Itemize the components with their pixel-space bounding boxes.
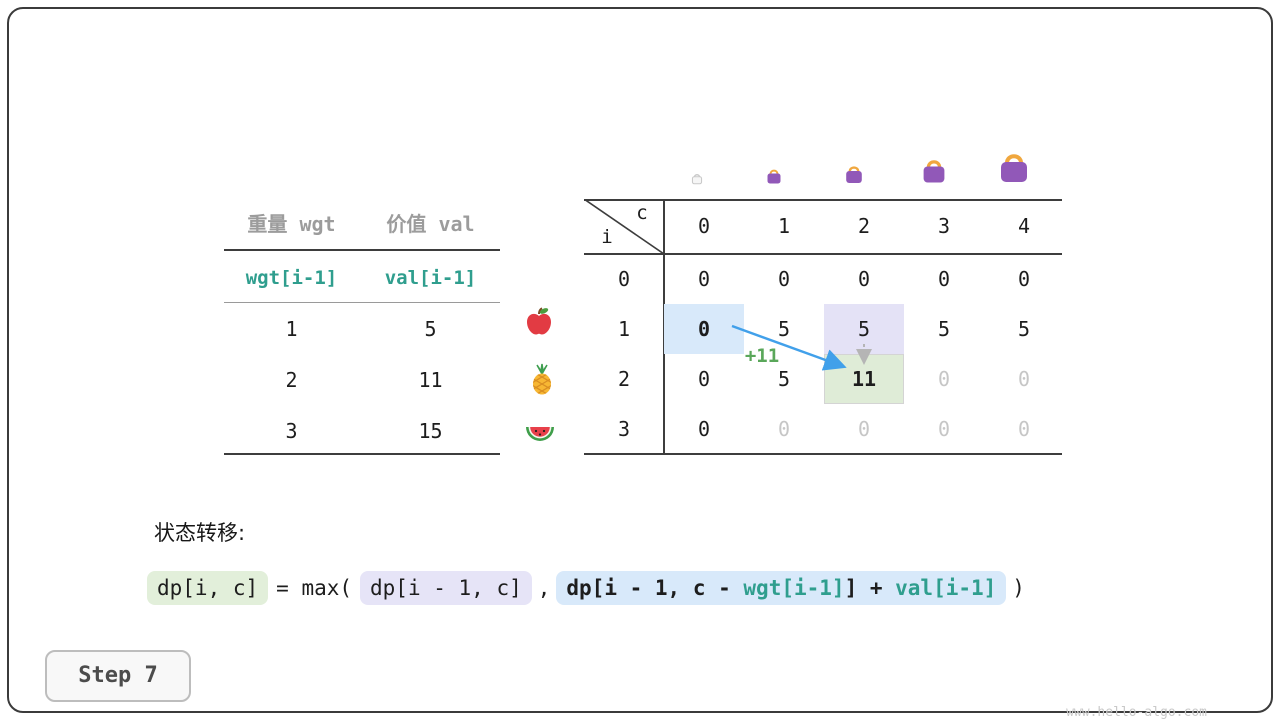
formula-arg2-part: ] + bbox=[844, 576, 896, 600]
item-row-val: 11 bbox=[418, 368, 443, 392]
highlight-source-cell-blue bbox=[664, 304, 744, 354]
dp-cell: 0 bbox=[697, 367, 711, 391]
item-table-divider-middle bbox=[224, 302, 500, 303]
watermelon-icon bbox=[526, 427, 554, 441]
dp-cell-source-lavender: 5 bbox=[857, 317, 871, 341]
dp-table-bottom-line bbox=[584, 453, 1062, 455]
bag-size-4-icon bbox=[1001, 154, 1027, 182]
bag-empty-icon bbox=[691, 174, 703, 185]
item-table-header-val: 价值 val bbox=[386, 212, 475, 236]
figure-frame: 重量 wgt 价值 val wgt[i-1] val[i-1] 1 5 2 11… bbox=[7, 7, 1273, 720]
formula-comma: , bbox=[537, 576, 551, 600]
item-row-wgt: 3 bbox=[285, 419, 298, 443]
item-row-wgt: 2 bbox=[285, 368, 298, 392]
item-table-header-wgt: 重量 wgt bbox=[247, 212, 336, 236]
dp-row-header: 0 bbox=[617, 267, 631, 291]
bag-size-2-icon bbox=[846, 166, 862, 183]
dp-table: c i 0 1 2 3 4 0 1 2 3 0 0 0 0 0 0 5 5 5 … bbox=[584, 199, 1062, 455]
dp-cell: 5 bbox=[777, 367, 791, 391]
dp-cell: 0 bbox=[937, 267, 951, 291]
step-badge: Step 7 bbox=[45, 650, 191, 702]
formula-lhs-chip: dp[i, c] bbox=[147, 571, 269, 605]
dp-table-top-line bbox=[584, 199, 1062, 201]
dp-cell: 5 bbox=[1017, 317, 1031, 341]
bag-size-1-icon bbox=[767, 169, 781, 184]
transition-formula: dp[i, c] = max( dp[i - 1, c] , dp[i - 1,… bbox=[147, 571, 1031, 605]
item-row-wgt: 1 bbox=[285, 317, 298, 341]
dp-row-header: 1 bbox=[617, 317, 631, 341]
apple-icon bbox=[527, 307, 551, 335]
dp-col-header: 0 bbox=[697, 214, 711, 238]
corner-col-var: c bbox=[636, 202, 648, 224]
item-table-formula-wgt: wgt[i-1] bbox=[245, 267, 338, 289]
dp-cell: 0 bbox=[857, 267, 871, 291]
corner-row-var: i bbox=[601, 226, 613, 248]
formula-arg2-wgt: wgt[i-1] bbox=[743, 576, 845, 600]
dp-cell-source-blue: 0 bbox=[697, 317, 711, 341]
pineapple-icon bbox=[533, 363, 551, 395]
formula-arg2-val: val[i-1] bbox=[895, 576, 997, 600]
bag-size-3-icon bbox=[923, 160, 945, 183]
dp-cell: 0 bbox=[937, 367, 951, 391]
dp-cell: 5 bbox=[937, 317, 951, 341]
watermark: www.hello-algo.com bbox=[1066, 705, 1207, 720]
item-row-val: 5 bbox=[424, 317, 437, 341]
dp-table-header-line bbox=[584, 253, 1062, 255]
dp-cell: 0 bbox=[777, 267, 791, 291]
dp-cell: 0 bbox=[857, 417, 871, 441]
item-table-divider-top bbox=[224, 249, 500, 251]
dp-row-header: 3 bbox=[617, 417, 631, 441]
formula-eq-max: = max( bbox=[276, 576, 353, 600]
formula-arg2-part: dp[i - 1, c - bbox=[566, 576, 744, 600]
item-table-formula-val: val[i-1] bbox=[384, 267, 477, 289]
dp-col-header: 3 bbox=[937, 214, 951, 238]
item-table-divider-bottom bbox=[224, 453, 500, 455]
dp-cell: 0 bbox=[1017, 367, 1031, 391]
item-row-val: 15 bbox=[418, 419, 443, 443]
dp-cell: 0 bbox=[697, 267, 711, 291]
dp-cell: 0 bbox=[697, 417, 711, 441]
dp-row-header: 2 bbox=[617, 367, 631, 391]
arrow-value-label: +11 bbox=[744, 345, 780, 367]
dp-cell-target-green: 11 bbox=[851, 367, 877, 391]
formula-arg2-chip: dp[i - 1, c - wgt[i-1]] + val[i-1] bbox=[556, 571, 1007, 605]
corner-diagonal bbox=[584, 199, 664, 254]
dp-cell: 0 bbox=[1017, 417, 1031, 441]
item-table: 重量 wgt 价值 val wgt[i-1] val[i-1] 1 5 2 11… bbox=[224, 199, 500, 455]
formula-arg1-chip: dp[i - 1, c] bbox=[360, 571, 532, 605]
formula-close-paren: ) bbox=[1012, 576, 1025, 600]
dp-col-header: 2 bbox=[857, 214, 871, 238]
dp-col-header: 4 bbox=[1017, 214, 1031, 238]
dp-cell: 0 bbox=[937, 417, 951, 441]
dp-col-header: 1 bbox=[777, 214, 791, 238]
dp-cell: 0 bbox=[777, 417, 791, 441]
dp-cell: 0 bbox=[1017, 267, 1031, 291]
transition-section-label: 状态转移: bbox=[154, 521, 246, 545]
